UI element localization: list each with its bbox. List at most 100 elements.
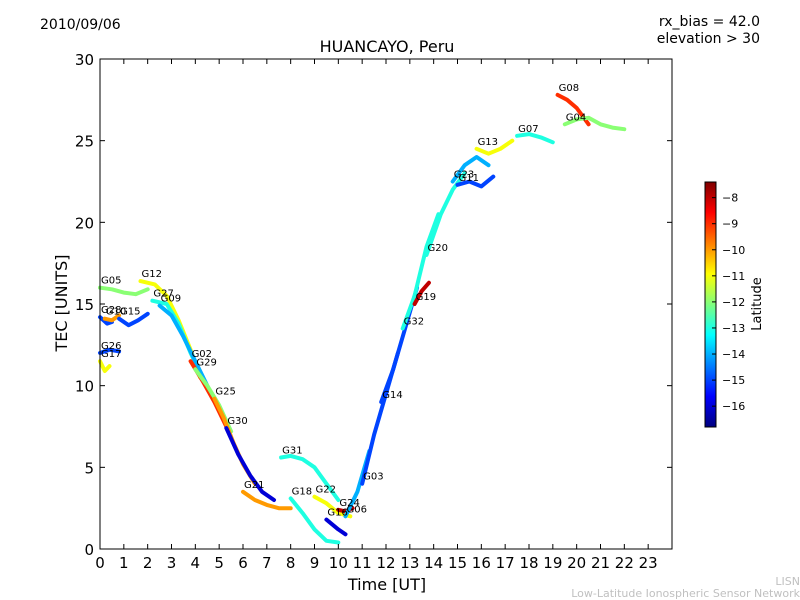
footer-org-short: LISN [775, 575, 800, 588]
tec-curve-g13 [474, 138, 515, 156]
colorbar: −8 −9 −10 −11 −12 −13 −14 −15 −16 Latitude [704, 181, 765, 428]
label-g27: G27 [153, 289, 173, 300]
tec-curve-g16 [324, 517, 348, 537]
tec-curve-g28 [98, 315, 114, 326]
label-g19: G19 [416, 292, 436, 303]
colorbar-tick-label: −9 [722, 218, 738, 231]
colorbar-tick-label: −10 [722, 244, 745, 257]
x-tick-label: 19 [543, 554, 562, 572]
tec-curve-g15 [117, 311, 150, 328]
x-tick-label: 1 [119, 554, 129, 572]
label-g14: G14 [382, 390, 402, 401]
x-tick-label: 20 [567, 554, 586, 572]
x-tick-label: 18 [519, 554, 538, 572]
label-g28: G28 [101, 305, 121, 316]
y-axis-label: TEC [UNITS] [52, 255, 71, 353]
tec-curve-g30 [224, 426, 276, 502]
label-g12: G12 [142, 269, 162, 280]
y-tick-label: 30 [75, 51, 94, 69]
tec-curve-g07 [515, 132, 555, 145]
label-g22: G22 [316, 485, 336, 496]
chart-title: HUANCAYO, Peru [320, 37, 455, 56]
x-tick-label: 22 [615, 554, 634, 572]
label-g16: G16 [327, 508, 347, 519]
tec-curve-g08 [555, 92, 591, 127]
label-g10: G10 [106, 307, 126, 318]
tec-curves [98, 92, 627, 545]
label-g15: G15 [120, 307, 140, 318]
tec-curve-g21 [241, 489, 293, 511]
label-g04: G04 [566, 112, 586, 123]
label-g29: G29 [196, 357, 216, 368]
x-tick-label: 21 [591, 554, 610, 572]
x-tick-label: 17 [496, 554, 515, 572]
label-g13: G13 [478, 137, 498, 148]
x-tick-label: 10 [329, 554, 348, 572]
label-g20: G20 [428, 243, 448, 254]
label-g06: G06 [346, 504, 366, 515]
colorbar-gradient [704, 181, 717, 428]
colorbar-tick-label: −12 [722, 296, 745, 309]
label-g23: G23 [454, 170, 474, 181]
label-g30: G30 [227, 416, 247, 427]
y-tick-label: 15 [75, 296, 94, 314]
colorbar-ticks: −8 −9 −10 −11 −12 −13 −14 −15 −16 [712, 192, 745, 413]
tec-curve-g20 [424, 171, 467, 257]
x-tick-label: 11 [353, 554, 372, 572]
x-tick-label: 0 [95, 554, 105, 572]
x-tick-label: 16 [472, 554, 491, 572]
colorbar-label: Latitude [750, 277, 765, 331]
colorbar-tick-label: −8 [722, 192, 738, 205]
label-g03: G03 [363, 472, 383, 483]
label-g08: G08 [559, 83, 579, 94]
x-tick-label: 5 [214, 554, 224, 572]
label-g32: G32 [404, 317, 424, 328]
y-tick-label: 5 [84, 459, 94, 477]
tec-curve-g19 [412, 280, 431, 306]
colorbar-tick-label: −14 [722, 348, 745, 361]
colorbar-tick-label: −13 [722, 322, 745, 335]
x-tick-label: 13 [400, 554, 419, 572]
x-tick-label: 4 [191, 554, 201, 572]
footer-org-full: Low-Latitude Ionospheric Sensor Network [571, 587, 800, 600]
label-g25: G25 [215, 387, 235, 398]
label-g21: G21 [244, 480, 264, 491]
label-g02: G02 [192, 349, 212, 360]
footer: LISN Low-Latitude Ionospheric Sensor Net… [571, 576, 800, 600]
x-tick-label: 8 [286, 554, 296, 572]
x-tick-label: 12 [376, 554, 395, 572]
tec-curve-g10 [102, 313, 122, 323]
plot-border [99, 58, 673, 550]
label-g26: G26 [101, 341, 121, 352]
elevation-label: elevation > 30 [656, 31, 760, 47]
label-g31: G31 [282, 446, 302, 457]
label-g17: G17 [101, 349, 121, 360]
x-tick-label: 14 [424, 554, 443, 572]
x-tick-label: 9 [310, 554, 320, 572]
label-g07: G07 [518, 124, 538, 135]
y-tick-label: 0 [84, 541, 94, 559]
y-axis-ticks: 0 5 10 15 20 25 30 [75, 51, 672, 559]
label-g24: G24 [339, 498, 359, 509]
label-g05: G05 [101, 276, 121, 287]
rx-bias-label: rx_bias = 42.0 [658, 14, 760, 30]
x-tick-label: 23 [639, 554, 658, 572]
x-tick-label: 7 [262, 554, 272, 572]
tec-curve-g32 [400, 212, 441, 331]
colorbar-tick-label: −15 [722, 374, 745, 387]
colorbar-tick-label: −16 [722, 400, 745, 413]
label-g11: G11 [459, 173, 479, 184]
x-axis-label: Time [UT] [347, 575, 426, 594]
x-tick-label: 2 [143, 554, 153, 572]
tec-curve-g26 [98, 347, 122, 355]
tec-curve-g31 [279, 453, 341, 502]
y-tick-label: 25 [75, 133, 94, 151]
tec-curve-g09 [157, 303, 210, 388]
x-tick-label: 6 [238, 554, 248, 572]
y-tick-label: 20 [75, 214, 94, 232]
tec-curve-g11 [455, 174, 496, 189]
tec-curve-g17 [98, 359, 112, 373]
x-tick-label: 3 [167, 554, 177, 572]
x-axis-ticks: 0 1 2 3 4 5 6 7 8 9 10 11 12 13 14 15 16 17 18 19 20 21 22 23 [95, 59, 658, 572]
